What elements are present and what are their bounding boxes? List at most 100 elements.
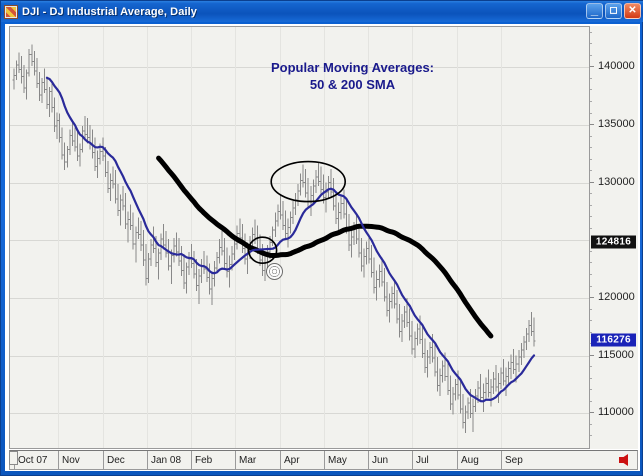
gridline-horizontal [10,413,589,414]
time-axis-separator [501,451,502,469]
gridline-vertical [58,27,59,448]
price-axis[interactable]: 140000 135000 130000 120000 115000 110000 1248… [590,26,638,449]
sma50-cross-ellipse[interactable] [247,236,278,264]
price-axis-label: 120000 [598,291,635,303]
time-axis-label: Nov [62,455,80,466]
close-icon: ✕ [628,5,637,16]
time-axis-separator [58,451,59,469]
time-axis-label: Aug [461,455,479,466]
gridline-horizontal [10,67,589,68]
gridline-vertical [412,27,413,448]
time-axis-label: Apr [284,455,300,466]
price-axis-minor-tick [590,136,592,137]
chart-annotation-text: Popular Moving Averages: 50 & 200 SMA [245,59,460,93]
price-axis-tick [590,124,594,125]
time-axis-label: Sep [505,455,523,466]
time-axis-separator [368,451,369,469]
minimize-icon: _ [590,2,599,17]
time-axis-label: Jan 08 [151,455,182,466]
gridline-horizontal [10,125,589,126]
price-axis-minor-tick [590,366,592,367]
sma-200-line [156,155,494,339]
price-axis-label: 110000 [598,406,634,418]
gridline-horizontal [10,183,589,184]
time-axis[interactable]: Oct 07 Nov Dec Jan 08 Feb Mar Apr May Jun Jul Aug S… [9,450,638,470]
price-axis-minor-tick [590,332,592,333]
price-axis-tick [590,66,594,67]
annotation-line-1: Popular Moving Averages: [270,60,434,75]
price-axis-minor-tick [590,320,592,321]
sma-50-line [45,76,536,403]
gridline-vertical [501,27,502,448]
price-axis-tick [590,355,594,356]
price-axis-label: 115000 [598,349,634,361]
price-axis-minor-tick [590,159,592,160]
price-axis-minor-tick [590,43,592,44]
price-axis-label: 140000 [598,60,635,72]
price-axis-minor-tick [590,262,592,263]
chart-container: Popular Moving Averages: 50 & 200 SMA 14… [5,24,640,471]
sma200-last-value[interactable]: 124816 [591,235,636,249]
price-axis-tick [590,412,594,413]
price-axis-minor-tick [590,89,592,90]
price-axis-minor-tick [590,424,592,425]
price-axis-minor-tick [590,78,592,79]
annotation-line-2: 50 & 200 SMA [309,77,396,92]
chart-series-canvas [12,44,536,434]
time-axis-separator [103,451,104,469]
sma200-cross-ellipse[interactable] [270,160,347,203]
price-axis-minor-tick [590,401,592,402]
application-icon [4,4,18,19]
time-axis-label: May [328,455,347,466]
price-axis-minor-tick [590,113,592,114]
price-axis-label: 135000 [598,118,635,130]
time-axis-separator [324,451,325,469]
chart-cursor-marker[interactable] [265,263,283,281]
gridline-vertical [368,27,369,448]
close-button[interactable]: ✕ [624,3,641,19]
price-axis-tick [590,297,594,298]
time-axis-separator [191,451,192,469]
time-axis-label: Dec [107,455,125,466]
time-axis-label: Jul [416,455,429,466]
chart-plot-area[interactable]: Popular Moving Averages: 50 & 200 SMA [9,26,590,449]
scroll-left-arrow[interactable] [619,454,628,466]
price-axis-minor-tick [590,32,592,33]
time-axis-label: Oct 07 [18,455,48,466]
price-axis-minor-tick [590,147,592,148]
price-axis-minor-tick [590,309,592,310]
price-axis-minor-tick [590,205,592,206]
time-axis-label: Mar [239,455,257,466]
price-axis-minor-tick [590,435,592,436]
window-controls: _ ◻ ✕ [586,3,641,19]
price-axis-minor-tick [590,55,592,56]
time-axis-separator [235,451,236,469]
price-axis-minor-tick [590,274,592,275]
gridline-horizontal [10,298,589,299]
gridline-vertical [457,27,458,448]
price-axis-minor-tick [590,101,592,102]
price-axis-minor-tick [590,216,592,217]
last-close-value[interactable]: 116276 [591,333,636,347]
time-axis-separator [412,451,413,469]
price-axis-minor-tick [590,251,592,252]
time-axis-separator [280,451,281,469]
gridline-horizontal [10,356,589,357]
price-axis-minor-tick [590,389,592,390]
gridline-horizontal [10,240,589,241]
price-axis-minor-tick [590,228,592,229]
window-titlebar[interactable]: DJI - DJ Industrial Average, Daily _ ◻ ✕ [1,1,643,22]
price-axis-label: 130000 [598,176,635,188]
time-axis-separator [457,451,458,469]
window-title: DJI - DJ Industrial Average, Daily [22,5,197,18]
maximize-button[interactable]: ◻ [605,3,622,19]
gridline-vertical [147,27,148,448]
price-axis-minor-tick [590,378,592,379]
gridline-vertical [280,27,281,448]
time-axis-label: Jun [372,455,389,466]
price-axis-minor-tick [590,170,592,171]
gridline-vertical [191,27,192,448]
minimize-button[interactable]: _ [586,3,603,19]
